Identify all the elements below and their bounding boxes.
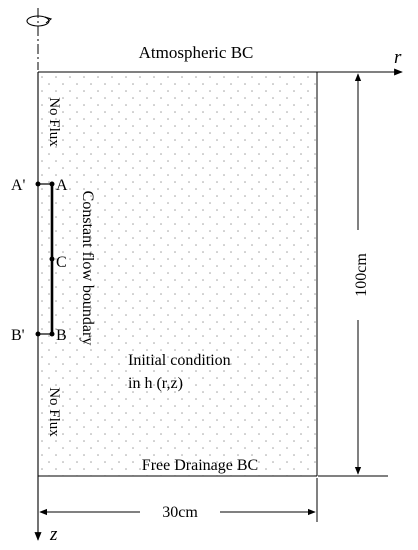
rotation-icon [26, 15, 53, 27]
height-dimension-label: 100cm [353, 253, 370, 297]
top-boundary-label: Atmospheric BC [139, 43, 254, 62]
z-axis-label: z [49, 524, 58, 545]
width-dimension-label: 30cm [162, 504, 198, 521]
r-axis-label: r [394, 47, 402, 68]
initial-condition-line1: Initial condition [128, 352, 231, 369]
soil-domain [38, 72, 317, 476]
point-a-label: A [56, 177, 68, 194]
constant-flow-label: Constant flow boundary [79, 191, 96, 346]
point-c-marker [49, 256, 55, 262]
point-c-label: C [56, 254, 67, 271]
no-flux-top-label: No Flux [46, 97, 62, 147]
point-b-prime-label: B' [11, 327, 25, 344]
initial-condition-line2: in h (r,z) [128, 375, 183, 392]
no-flux-bottom-label: No Flux [46, 387, 62, 437]
point-a-prime-label: A' [11, 177, 26, 194]
bottom-boundary-label: Free Drainage BC [142, 457, 258, 474]
point-b-label: B [56, 327, 67, 344]
